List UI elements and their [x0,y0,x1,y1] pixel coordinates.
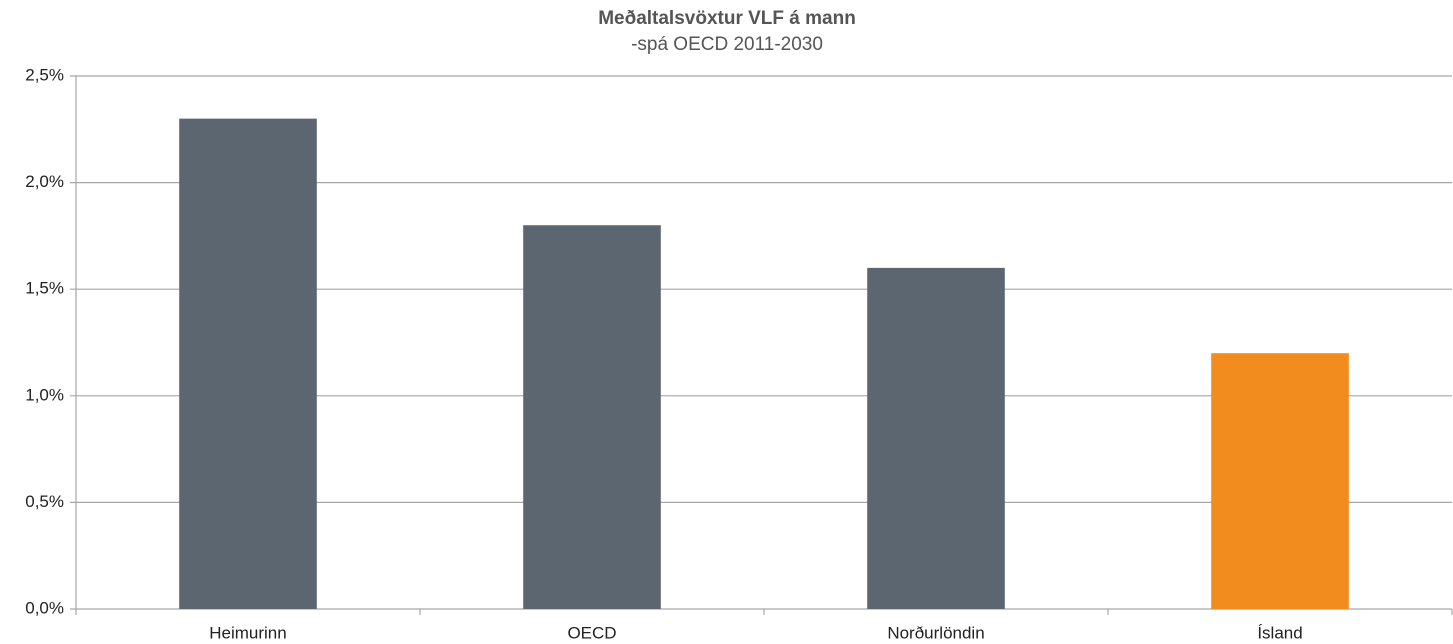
x-tick-label: Heimurinn [209,623,286,642]
x-tick-label: Ísland [1257,623,1302,642]
chart-subtitle: -spá OECD 2011-2030 [631,34,823,55]
bar [179,118,317,609]
bar [1211,353,1349,609]
x-tick-label: Norðurlöndin [887,623,984,642]
y-tick-label: 0,0% [25,598,64,617]
x-tick-label: OECD [567,623,616,642]
y-tick-label: 1,0% [25,385,64,404]
bar [523,225,661,610]
y-tick-label: 0,5% [25,492,64,511]
y-tick-label: 2,5% [25,65,64,84]
y-tick-label: 1,5% [25,279,64,298]
chart-title: Meðaltalsvöxtur VLF á mann [598,8,856,29]
bar [867,267,1005,609]
y-tick-label: 2,0% [25,172,64,191]
